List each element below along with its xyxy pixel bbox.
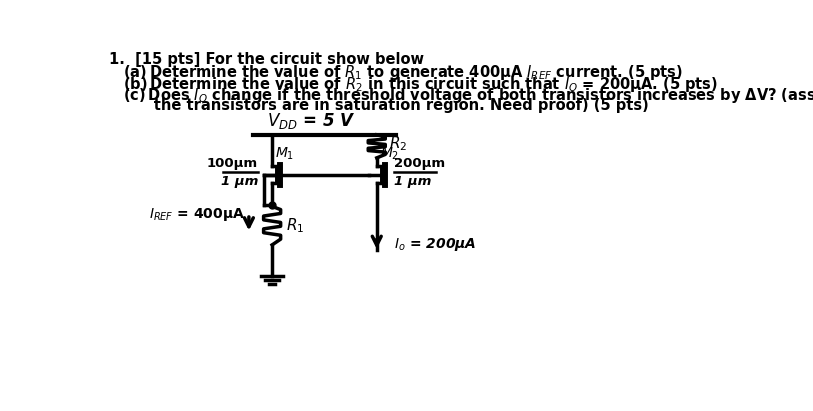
Text: $R_1$: $R_1$ <box>286 216 304 235</box>
Text: $R_2$: $R_2$ <box>389 134 407 152</box>
Text: $M_1$: $M_1$ <box>276 145 294 162</box>
Text: $I_o$ = 200μA: $I_o$ = 200μA <box>393 236 476 253</box>
Text: (a) Determine the value of $R_1$ to generate 400μA $I_{REF}$ current. (5 pts): (a) Determine the value of $R_1$ to gene… <box>124 63 683 82</box>
Text: (b) Determine the value of $R_2$ in this circuit such that $I_O$ = 200μA. (5 pts: (b) Determine the value of $R_2$ in this… <box>124 75 719 94</box>
Text: 100μm: 100μm <box>207 157 259 170</box>
Text: the transistors are in saturation region. Need proof) (5 pts): the transistors are in saturation region… <box>124 98 649 113</box>
Text: $M_2$: $M_2$ <box>380 145 399 162</box>
Text: $V_{DD}$ = 5 V: $V_{DD}$ = 5 V <box>267 111 355 131</box>
Text: $I_{REF}$ = 400μA: $I_{REF}$ = 400μA <box>149 206 245 223</box>
Text: 200μm: 200μm <box>393 157 445 170</box>
Text: 1 μm: 1 μm <box>221 175 259 188</box>
Text: (c) Does $I_O$ change if the threshold voltage of both transistors increases by : (c) Does $I_O$ change if the threshold v… <box>124 86 813 105</box>
Text: 1.  [15 pts] For the circuit show below: 1. [15 pts] For the circuit show below <box>110 52 424 67</box>
Text: 1 μm: 1 μm <box>393 175 431 188</box>
